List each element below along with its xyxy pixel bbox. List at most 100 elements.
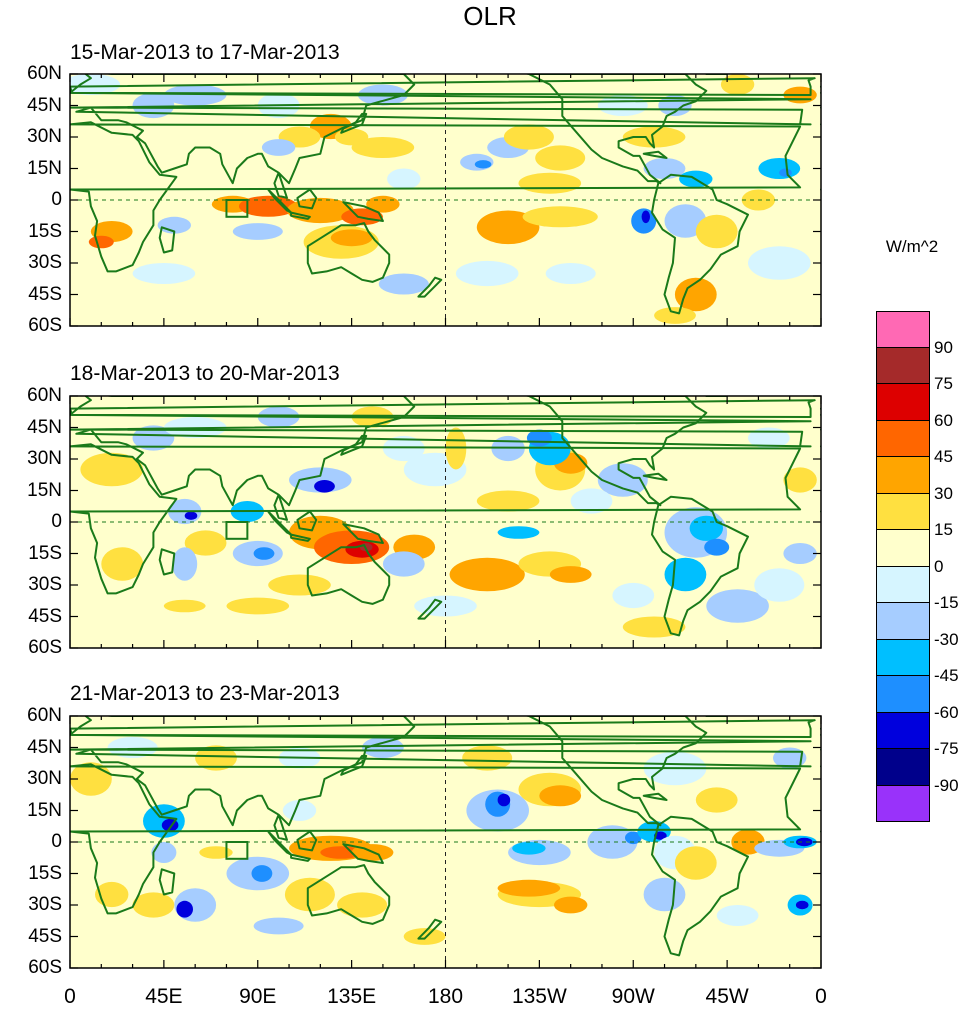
olr-anomaly-region [549,566,592,583]
coastline-europe_asia [70,716,812,841]
colorbar-swatch [876,311,930,348]
coastline-s_america [651,173,749,315]
coastline-n_america [524,396,708,507]
olr-anomaly-region [151,842,177,863]
coastline-europe_asia [70,396,812,521]
colorbar-swatch [876,785,930,822]
olr-anomaly-region [132,263,196,284]
colorbar-label: -60 [934,702,959,722]
coastline-n_america [524,716,708,827]
olr-anomaly-region [251,865,273,882]
olr-anomaly-region [497,879,561,897]
coastline-indonesia3 [290,853,311,862]
lat-label: 60S [28,637,62,658]
olr-anomaly-region [284,877,335,912]
olr-anomaly-region [330,229,373,247]
colorbar-units: W/m^2 [885,237,939,256]
colorbar-label: 90 [934,337,953,357]
coastline-n_america [524,74,708,185]
coastline-indonesia3 [290,533,311,542]
colorbar-swatch [876,530,930,567]
olr-anomaly-region [612,582,655,609]
lon-label: 135E [327,985,377,1008]
olr-anomaly-region [643,877,686,912]
lat-label: 45S [28,605,62,627]
colorbar-swatch [876,603,930,640]
olr-anomaly-region [232,223,283,240]
olr-anomaly-region [587,825,638,859]
olr-anomaly-region [518,172,582,194]
olr-anomaly-region [641,210,650,224]
lat-label: 60N [27,63,62,84]
olr-anomaly-region [378,273,429,295]
lon-label: 0 [64,985,76,1008]
coastline-japan [340,112,368,134]
lat-label: 30N [27,448,62,469]
lat-label: 60N [27,385,62,406]
olr-anomaly-region [195,745,237,771]
coastline-australia [306,864,391,925]
coastline-cuba [642,792,668,801]
panel-3-title: 21-Mar-2013 to 23-Mar-2013 [70,682,340,705]
panel-1-title: 15-Mar-2013 to 17-Mar-2013 [70,41,340,64]
olr-anomaly-region [554,896,588,914]
olr-anomaly-region [314,480,335,493]
lat-label: 0 [51,511,62,532]
olr-anomaly-region [382,435,425,462]
olr-anomaly-region [476,490,540,512]
coastline-png [342,843,384,864]
coastline-indonesia2 [296,188,318,210]
colorbar-swatch [876,384,930,421]
colorbar-label: -30 [934,629,959,649]
coastline-australia [306,222,391,283]
olr-anomaly-region [95,881,129,908]
colorbar-label: 45 [934,447,953,466]
olr-anomaly-region [199,846,233,859]
olr-anomaly-region [526,429,552,447]
olr-anomaly-region [748,246,811,280]
coastline-indonesia2 [296,510,318,532]
coastline-madagascar [158,226,176,254]
lat-label: 15N [27,799,62,821]
colorbar-label: 0 [934,556,944,576]
colorbar-label: 15 [934,520,953,539]
olr-anomaly-region [226,597,290,615]
coastline-australia [306,544,391,605]
olr-anomaly-region [773,747,807,769]
colorbar-swatch [876,347,930,384]
olr-anomaly-region [455,260,519,287]
lat-label: 60S [28,957,62,978]
region-box [225,199,249,218]
lon-label: 90W [611,985,655,1008]
olr-anomaly-region [286,197,354,224]
lat-label: 45S [28,283,62,305]
coastline-madagascar [158,548,176,576]
olr-anomaly-region [747,427,790,449]
olr-anomaly-region [172,547,198,581]
coastline-png [342,523,384,544]
coastline-cuba [642,150,668,159]
olr-anomaly-region [497,793,511,807]
colorbar-label: 75 [934,374,953,393]
lat-label: 15S [28,220,62,242]
olr-anomaly-region [70,74,121,95]
coastline-africa [70,443,802,595]
olr-anomaly-region [184,511,198,520]
olr-anomaly-region [783,467,817,493]
coastline-indonesia3 [290,211,311,220]
olr-anomaly-region [622,126,686,148]
colorbar-label: -45 [934,666,959,685]
lat-label: 45N [27,416,62,438]
olr-anomaly-region [387,168,421,190]
olr-anomaly-region [625,831,642,845]
olr-anomaly-region [597,463,648,497]
olr-anomaly-region [570,488,613,514]
olr-anomaly-region [163,84,227,106]
lon-label: 0 [815,985,827,1008]
coastline-africa [70,763,802,915]
lat-label: 15N [27,479,62,501]
lat-label: 30N [27,126,62,147]
olr-anomaly-region [758,158,801,179]
colorbar-swatch [876,493,930,530]
olr-anomaly-region [664,204,707,238]
